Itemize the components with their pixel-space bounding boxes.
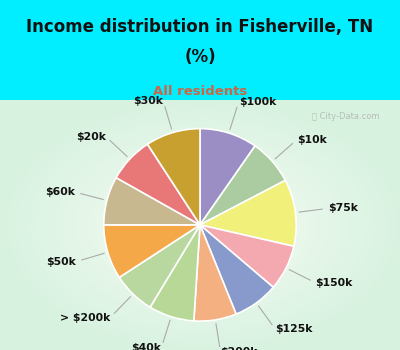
Wedge shape	[119, 225, 200, 307]
Wedge shape	[200, 129, 255, 225]
Text: $20k: $20k	[76, 132, 106, 142]
Text: $30k: $30k	[134, 96, 163, 106]
Wedge shape	[200, 180, 296, 246]
Text: $10k: $10k	[297, 135, 327, 145]
Wedge shape	[150, 225, 200, 321]
Wedge shape	[104, 178, 200, 225]
Text: $200k: $200k	[220, 347, 258, 350]
Text: Income distribution in Fisherville, TN: Income distribution in Fisherville, TN	[26, 18, 374, 36]
Text: $50k: $50k	[47, 257, 76, 267]
Wedge shape	[200, 225, 273, 314]
Wedge shape	[200, 225, 294, 287]
Text: All residents: All residents	[153, 85, 247, 98]
Wedge shape	[116, 144, 200, 225]
Text: $100k: $100k	[239, 97, 276, 107]
Text: ⓘ City-Data.com: ⓘ City-Data.com	[312, 112, 380, 121]
Wedge shape	[104, 225, 200, 278]
Text: $75k: $75k	[328, 203, 358, 214]
Text: (%): (%)	[184, 48, 216, 66]
Text: $40k: $40k	[132, 343, 161, 350]
Text: $125k: $125k	[276, 324, 313, 335]
Wedge shape	[194, 225, 236, 321]
Wedge shape	[200, 146, 285, 225]
Wedge shape	[148, 129, 200, 225]
Text: $150k: $150k	[315, 278, 352, 288]
Text: > $200k: > $200k	[60, 313, 110, 322]
Text: $60k: $60k	[45, 187, 75, 197]
